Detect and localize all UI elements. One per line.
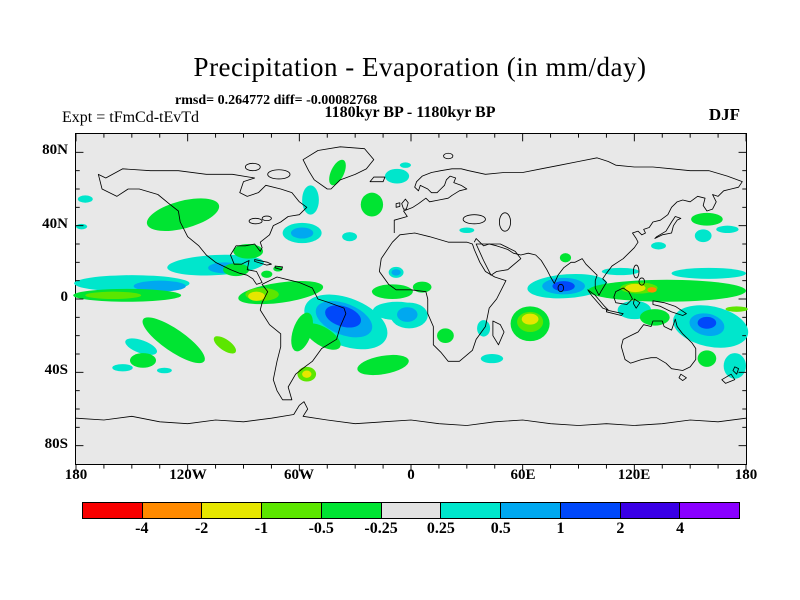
x-tick-label-60w: 60W (284, 467, 314, 483)
colorbar-segment (142, 502, 203, 519)
y-tick-label-80n: 80N (42, 142, 68, 158)
coast-hispaniola (274, 265, 284, 271)
map-plot-area (73, 133, 749, 472)
coast-greenland (302, 146, 375, 190)
colorbar-level-label: 0.5 (490, 520, 511, 537)
x-tick-label-120w: 120W (169, 467, 207, 483)
coast-java (605, 309, 624, 316)
negative-anomaly-orange-spot (647, 287, 657, 293)
colorbar-level-label: -2 (194, 520, 209, 537)
y-tick-label-40s: 40S (44, 362, 68, 378)
x-tick-label-0: 0 (407, 467, 415, 483)
x-tick-label-120e: 120E (617, 467, 651, 483)
colorbar-segment (560, 502, 621, 519)
coast-britain (401, 198, 409, 210)
colorbar-level-label: 4 (676, 520, 685, 537)
coast-antarctica (75, 401, 747, 426)
coast-ireland (395, 202, 401, 208)
colorbar-segment (680, 502, 741, 519)
stats-line: rmsd= 0.264772 diff= -0.00082768 (175, 93, 378, 108)
y-tick-label-40n: 40N (42, 216, 68, 232)
axis-ticks (75, 134, 747, 472)
coast-great-lake (261, 215, 272, 222)
colorbar-segment (501, 502, 561, 519)
coast-new-guinea (652, 300, 687, 316)
coast-madagascar (492, 320, 505, 346)
coast-africa (378, 232, 507, 362)
colorbar-segment (262, 502, 322, 519)
colorbar-segment (82, 502, 143, 519)
colorbar-level-label: 0.25 (426, 520, 455, 537)
coast-tasmania (678, 373, 687, 381)
y-tick-label-80s: 80S (44, 436, 68, 452)
coast-arctic-island (244, 162, 261, 172)
y-tick-label-0: 0 (60, 289, 69, 305)
period-line: 1180kyr BP - 1180kyr BP (324, 104, 496, 121)
colorbar-segment (202, 502, 263, 519)
world-map (73, 134, 749, 472)
experiment-label: Expt = tFmCd-tEvTd (62, 109, 200, 126)
colorbar-level-label: 2 (616, 520, 625, 537)
coastlines (75, 146, 747, 426)
coast-svalbard (443, 152, 454, 160)
coast-sulawesi (632, 298, 641, 309)
figure-title: Precipitation - Evaporation (in mm/day) (193, 52, 647, 82)
coast-south-america (259, 276, 347, 401)
coast-north-america (97, 168, 308, 285)
coast-iceland (369, 176, 386, 183)
colorbar (82, 502, 741, 519)
coast-australia (620, 318, 697, 371)
season-label: DJF (708, 105, 740, 124)
negative-anomaly-yellow-spots (248, 283, 646, 378)
colorbar-segment (321, 502, 382, 519)
colorbar-labels: -4 -2 -1 -0.5 -0.25 0.25 0.5 1 2 4 (82, 520, 740, 540)
coast-eurasia (393, 157, 743, 296)
colorbar-segment (441, 502, 502, 519)
coast-philippines (638, 277, 645, 286)
x-tick-label-180e: 180 (734, 467, 758, 483)
x-tick-label-180w: 180 (64, 467, 88, 483)
coast-borneo (613, 287, 633, 305)
coast-arabia (475, 243, 522, 276)
coast-sri-lanka (557, 283, 565, 293)
coast-philippines (632, 264, 640, 279)
colorbar-segment (381, 502, 442, 519)
colorbar-level-label: 1 (556, 520, 565, 537)
coast-great-lake (248, 217, 263, 225)
coast-new-zealand (721, 373, 736, 384)
colorbar-segment (620, 502, 681, 519)
colorbar-level-label: -1 (254, 520, 269, 537)
colorbar-level-label: -4 (135, 520, 149, 537)
colorbar-level-label: -0.25 (364, 520, 398, 537)
coast-japan (654, 216, 682, 239)
coast-cuba (254, 259, 272, 266)
colorbar-level-label: -0.5 (308, 520, 334, 537)
coast-caspian-sea (498, 212, 511, 232)
x-tick-label-60e: 60E (510, 467, 536, 483)
coast-baffin-island (267, 169, 291, 180)
positive-anomaly-blue-cores (325, 281, 717, 329)
coast-black-sea (462, 214, 486, 225)
coast-new-zealand (732, 366, 739, 375)
